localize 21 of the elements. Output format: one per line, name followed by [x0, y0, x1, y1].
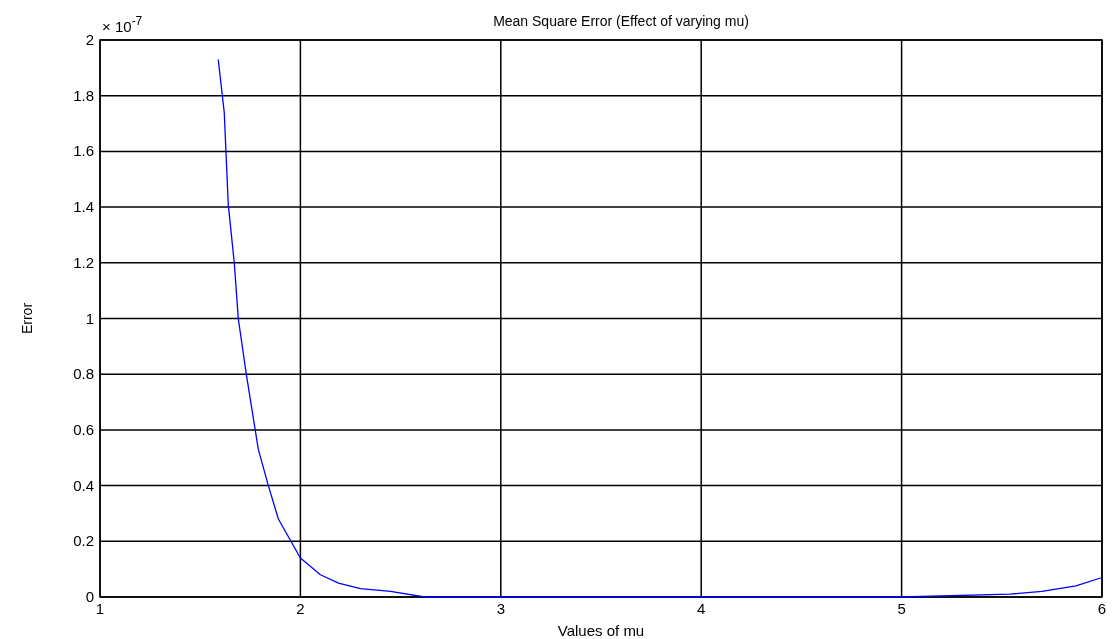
x-axis-title: Values of mu [557, 622, 645, 639]
line-series [217, 58, 1103, 598]
x-tick-label: 5 [897, 600, 906, 617]
y-tick-label: 0 [85, 588, 94, 605]
x-tick-label: 4 [697, 600, 706, 617]
y-axis-title: Error [19, 302, 35, 335]
y-tick-label: 0.6 [73, 420, 94, 438]
y-tick-label: 1.4 [73, 198, 94, 216]
y-tick-label: 0.8 [73, 365, 94, 383]
text: × 10$^{-7}$ [102, 14, 143, 35]
chart-title: Mean Square Error (Effect of varying mu) [493, 13, 749, 29]
y-tick-label: 0.4 [73, 476, 94, 494]
y-tick-label: 1.6 [73, 142, 94, 160]
y-tick-label: 1.8 [73, 86, 94, 104]
y-tick-label: 0.2 [73, 532, 94, 550]
y-tick-label: 2 [85, 31, 94, 48]
x-tick-label: 3 [496, 600, 505, 617]
x-tick-label: 2 [296, 600, 305, 617]
x-tick-label: 6 [1097, 600, 1107, 617]
y-tick-label: 1.2 [73, 253, 94, 271]
y-tick-label: 1 [85, 309, 94, 327]
